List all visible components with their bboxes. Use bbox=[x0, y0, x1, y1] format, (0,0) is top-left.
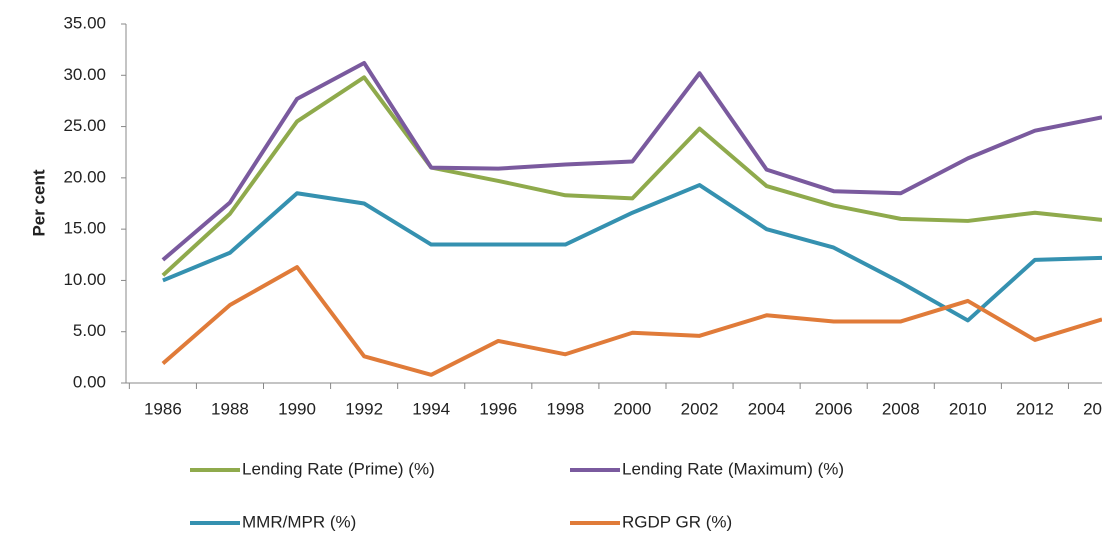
x-tick-label: 1990 bbox=[278, 399, 316, 418]
x-tick-label: 1992 bbox=[345, 399, 383, 418]
x-tick-label: 2004 bbox=[748, 399, 786, 418]
series-line bbox=[162, 183, 1102, 323]
x-tick-label: 2002 bbox=[681, 399, 719, 418]
y-axis-label: Per cent bbox=[29, 169, 48, 236]
x-tick-label: 2014 bbox=[1083, 399, 1102, 418]
legend-label: RGDP GR (%) bbox=[622, 512, 732, 531]
y-tick-label: 20.00 bbox=[63, 167, 106, 186]
legend-label: Lending Rate (Maximum) (%) bbox=[622, 459, 844, 478]
series-line bbox=[161, 75, 1102, 277]
x-tick-label: 1998 bbox=[546, 399, 584, 418]
x-tick-label: 2012 bbox=[1016, 399, 1054, 418]
y-tick-label: 5.00 bbox=[73, 321, 106, 340]
x-tick-label: 1996 bbox=[479, 399, 517, 418]
y-tick-label: 10.00 bbox=[63, 270, 106, 289]
series-line bbox=[161, 265, 1102, 377]
x-tick-label: 1988 bbox=[211, 399, 249, 418]
legend-label: Lending Rate (Prime) (%) bbox=[242, 459, 435, 478]
series-line bbox=[161, 60, 1102, 262]
y-tick-label: 30.00 bbox=[63, 65, 106, 84]
x-tick-label: 2010 bbox=[949, 399, 987, 418]
y-tick-label: 0.00 bbox=[73, 372, 106, 391]
x-tick-label: 2006 bbox=[815, 399, 853, 418]
y-tick-label: 25.00 bbox=[63, 116, 106, 135]
x-tick-label: 2000 bbox=[614, 399, 652, 418]
x-tick-label: 1994 bbox=[412, 399, 450, 418]
x-tick-label: 1986 bbox=[144, 399, 182, 418]
x-tick-label: 2008 bbox=[882, 399, 920, 418]
legend-label: MMR/MPR (%) bbox=[242, 512, 356, 531]
y-tick-label: 35.00 bbox=[63, 13, 106, 32]
y-tick-label: 15.00 bbox=[63, 219, 106, 238]
